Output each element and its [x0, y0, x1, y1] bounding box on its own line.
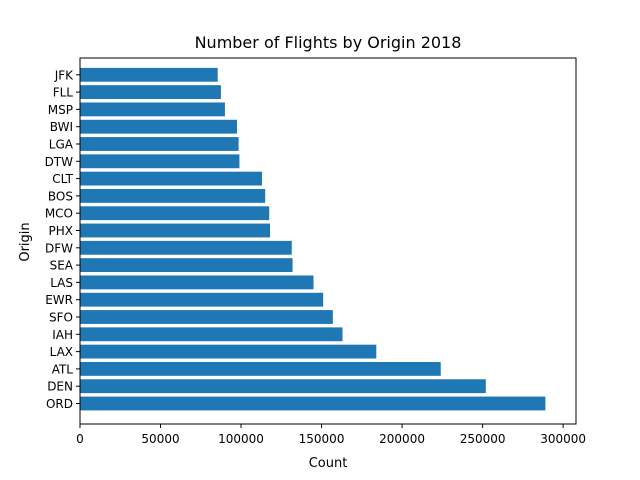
y-tick-label-las: LAS: [50, 276, 73, 290]
y-tick-label-msp: MSP: [48, 103, 73, 117]
y-tick-label-den: DEN: [47, 380, 73, 394]
bar-den: [80, 379, 486, 394]
bar-mco: [80, 206, 270, 221]
x-tick-label: 250000: [460, 432, 506, 446]
y-tick-label-lga: LGA: [49, 138, 74, 152]
plot-frame: [79, 57, 577, 425]
bar-lga: [80, 137, 239, 151]
bar-phx: [80, 223, 271, 238]
y-tick-label-mco: MCO: [45, 207, 73, 221]
y-tick-label-bos: BOS: [48, 189, 73, 203]
y-tick-label-clt: CLT: [52, 172, 73, 186]
bar-clt: [80, 171, 262, 186]
y-tick-label-lax: LAX: [50, 345, 73, 359]
y-tick-label-dtw: DTW: [45, 155, 74, 169]
bar-jfk: [80, 67, 218, 82]
bar-las: [80, 275, 314, 290]
x-tick-label: 0: [76, 432, 84, 446]
x-tick-label: 50000: [141, 432, 179, 446]
y-tick-label-sfo: SFO: [49, 311, 73, 325]
y-ticks-group: ORD DEN ATL LAX IAH SFO EWR LAS SEA DFW PHX MCO BOS C…: [45, 68, 80, 411]
y-tick-label-ord: ORD: [46, 397, 73, 411]
x-ticks-group: 0 50000 100000 150000 200000 250000 300000: [76, 424, 586, 446]
bar-bos: [80, 188, 266, 203]
y-tick-label-ewr: EWR: [45, 293, 73, 307]
bar-dtw: [80, 154, 240, 169]
y-tick-label-bwi: BWI: [50, 120, 73, 134]
y-tick-label-fll: FLL: [53, 86, 74, 100]
y-tick-label-atl: ATL: [52, 362, 74, 376]
y-tick-label-jfk: JFK: [54, 68, 74, 82]
bar-lax: [80, 344, 377, 359]
x-tick-label: 150000: [299, 432, 345, 446]
bar-dfw: [80, 240, 292, 255]
y-axis-title: Origin: [18, 222, 33, 261]
y-tick-label-phx: PHX: [49, 224, 73, 238]
y-tick-label-dfw: DFW: [45, 241, 73, 255]
bars-group: [80, 67, 546, 411]
bar-iah: [80, 327, 343, 342]
y-tick-label-iah: IAH: [52, 328, 73, 342]
bar-ewr: [80, 292, 324, 307]
x-tick-label: 300000: [540, 432, 586, 446]
x-tick-label: 200000: [379, 432, 425, 446]
x-tick-label: 100000: [218, 432, 264, 446]
bar-atl: [80, 361, 441, 376]
y-tick-label-sea: SEA: [50, 259, 74, 273]
bar-sea: [80, 258, 293, 273]
bar-msp: [80, 102, 225, 117]
chart-title: Number of Flights by Origin 2018: [195, 33, 462, 52]
bar-bwi: [80, 119, 238, 134]
x-axis-title: Count: [309, 456, 348, 471]
bar-ord: [80, 396, 546, 411]
bar-sfo: [80, 310, 333, 324]
bar-fll: [80, 85, 221, 100]
